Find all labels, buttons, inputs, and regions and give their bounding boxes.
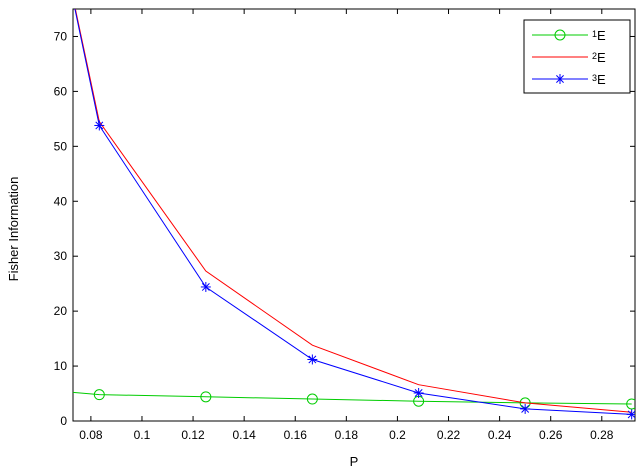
data-point-1 xyxy=(41,385,51,395)
data-point-1 xyxy=(306,393,318,405)
y-tick-label: 10 xyxy=(54,359,68,373)
x-tick-label: 0.12 xyxy=(181,428,205,442)
data-point-3 xyxy=(413,387,424,398)
legend-label-1: 1E xyxy=(592,28,606,43)
x-tick-label: 0.28 xyxy=(590,428,614,442)
x-tick-label: 0.22 xyxy=(437,428,461,442)
y-tick-label: 70 xyxy=(54,29,68,43)
legend: 1E 2E 3E xyxy=(523,19,631,94)
y-axis-label: Fisher Information xyxy=(6,177,21,282)
data-point-3 xyxy=(626,409,635,420)
axis-ticks: 0.08 0.1 0.12 0.14 0.16 0.18 0.2 0.22 0.24 0.26 0.… xyxy=(54,9,635,442)
x-tick-label: 0.18 xyxy=(335,428,359,442)
data-point-3 xyxy=(520,403,531,414)
x-axis-label: P xyxy=(350,454,359,469)
legend-label-2: 2E xyxy=(592,50,606,65)
legend-marker-3 xyxy=(555,74,565,84)
legend-label-3: 3E xyxy=(592,72,606,87)
x-tick-label: 0.26 xyxy=(539,428,563,442)
data-point-3 xyxy=(94,120,105,131)
data-point-1 xyxy=(200,391,212,403)
y-tick-label: 60 xyxy=(54,84,68,98)
y-tick-label: 40 xyxy=(54,194,68,208)
data-point-1 xyxy=(93,389,105,401)
y-tick-label: 0 xyxy=(60,414,67,428)
y-tick-label: 20 xyxy=(54,304,68,318)
x-tick-label: 0.16 xyxy=(284,428,308,442)
data-point-3 xyxy=(200,281,211,292)
x-tick-label: 0.24 xyxy=(488,428,512,442)
x-tick-label: 0.1 xyxy=(134,428,151,442)
x-tick-label: 0.08 xyxy=(79,428,103,442)
data-point-1 xyxy=(626,398,635,410)
y-tick-label: 50 xyxy=(54,139,68,153)
y-tick-label: 30 xyxy=(54,249,68,263)
x-tick-label: 0.14 xyxy=(232,428,256,442)
legend-marker-1 xyxy=(554,29,566,41)
x-tick-label: 0.2 xyxy=(389,428,406,442)
data-point-3 xyxy=(307,354,318,365)
series-layer xyxy=(41,9,635,420)
